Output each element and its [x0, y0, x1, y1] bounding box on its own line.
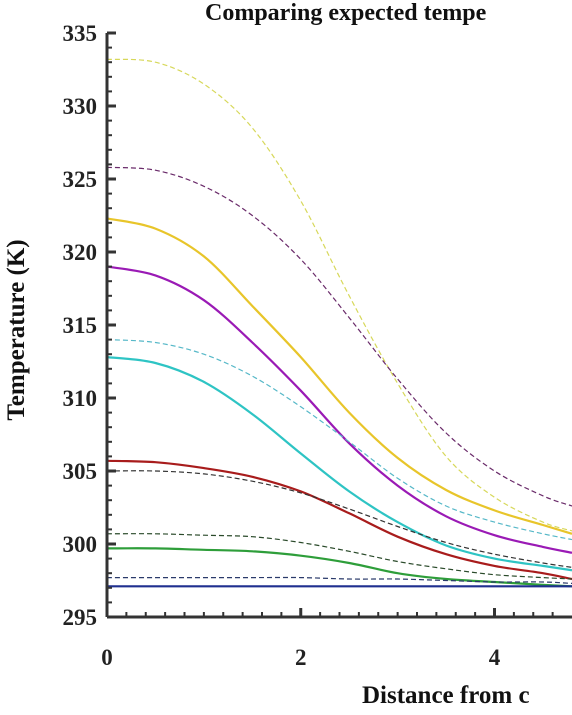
y-axis-label: Temperature (K): [3, 239, 30, 420]
series-line-1: [106, 217, 572, 535]
series-line-3: [106, 356, 572, 572]
y-tick-label: 325: [63, 167, 98, 192]
series-line-8: [106, 166, 572, 507]
y-tick-label: 320: [63, 240, 98, 265]
series-layer: [106, 58, 572, 588]
series-line-2: [106, 265, 572, 554]
series-line-12: [107, 576, 572, 584]
y-tick-label: 300: [63, 532, 98, 557]
series-line-7: [106, 58, 572, 532]
y-tick-label: 295: [63, 605, 98, 630]
x-tick-label: 4: [489, 645, 501, 670]
y-tick-label: 305: [63, 459, 98, 484]
x-axis-label: Distance from c: [362, 682, 530, 709]
y-tick-label: 335: [63, 21, 98, 46]
series-line-5: [106, 547, 572, 588]
axes-layer: [105, 33, 572, 619]
ticks-layer: 295 300 305 310 315 320 325 330 335 0 2 4: [63, 21, 554, 670]
y-tick-label: 330: [63, 94, 98, 119]
x-tick-label: 0: [101, 645, 113, 670]
series-line-10: [106, 470, 572, 568]
y-tick-label: 310: [63, 386, 98, 411]
y-tick-label: 315: [63, 313, 98, 338]
x-tick-label: 2: [295, 645, 307, 670]
series-line-11: [106, 533, 572, 580]
series-line-9: [106, 339, 572, 541]
series-line-4: [106, 459, 572, 581]
chart-title: Comparing expected tempe: [205, 0, 487, 26]
